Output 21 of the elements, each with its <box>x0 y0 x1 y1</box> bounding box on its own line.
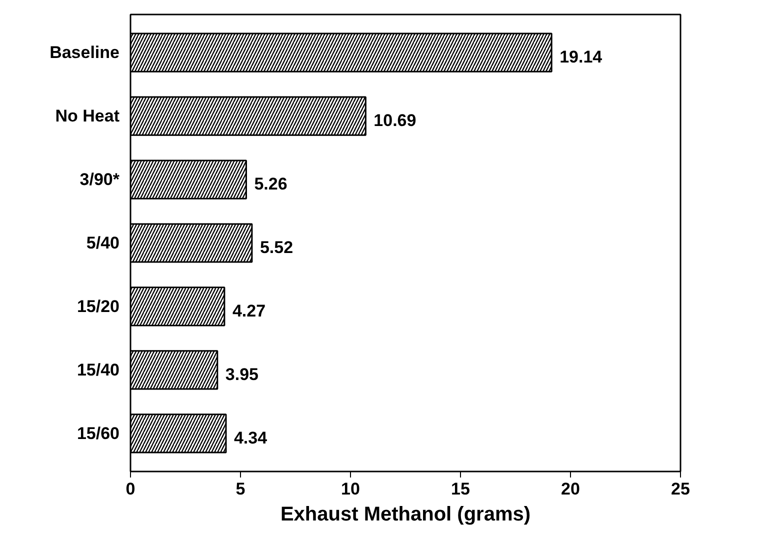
x-tick-label: 15 <box>451 480 470 498</box>
data-label: 19.14 <box>560 48 603 67</box>
data-label: 5.52 <box>260 238 294 257</box>
data-label: 10.69 <box>374 111 416 130</box>
data-label: 4.34 <box>234 428 268 448</box>
data-label: 4.27 <box>232 301 266 320</box>
y-tick-label: 3/90* <box>80 170 120 190</box>
x-tick-label: 10 <box>341 480 360 498</box>
x-tick-label: 0 <box>126 480 136 498</box>
data-label: 3.95 <box>225 364 258 384</box>
y-tick-label: 15/60 <box>76 424 120 443</box>
x-tick-label: 5 <box>236 480 246 498</box>
y-tick-label: Baseline <box>50 43 120 62</box>
x-tick-label: 20 <box>561 480 580 498</box>
y-tick-label: 15/40 <box>76 360 120 380</box>
y-tick-label: 5/40 <box>86 234 120 252</box>
data-label: 5.26 <box>254 174 288 194</box>
y-tick-label: No Heat <box>55 106 120 126</box>
x-tick-label: 25 <box>671 480 690 498</box>
x-axis-title: Exhaust Methanol (grams) <box>280 504 531 526</box>
y-tick-label: 15/20 <box>76 296 120 316</box>
